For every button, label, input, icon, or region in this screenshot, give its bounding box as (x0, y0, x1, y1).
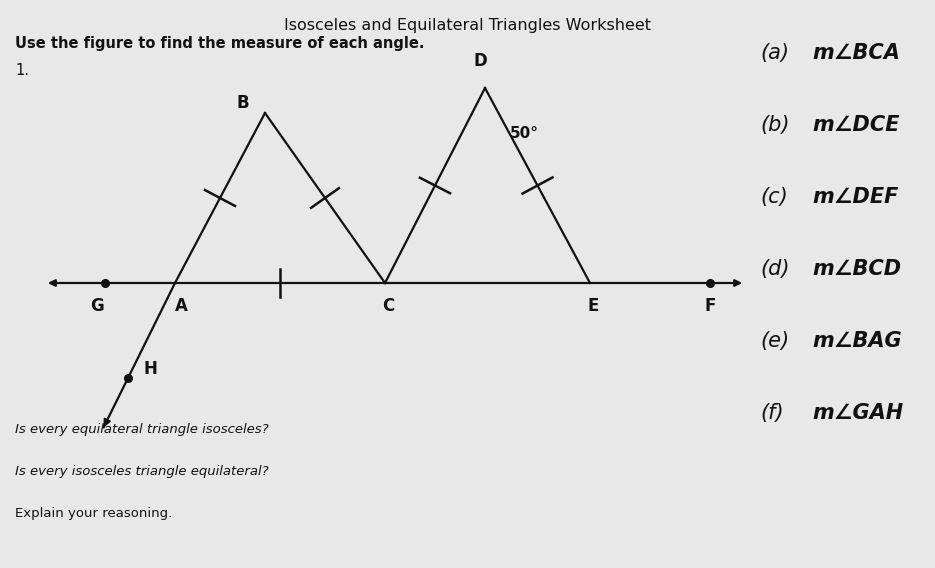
Text: (e): (e) (760, 331, 789, 351)
Text: (b): (b) (760, 115, 789, 135)
Text: A: A (175, 297, 187, 315)
Text: B: B (237, 94, 250, 112)
Text: (a): (a) (760, 43, 789, 63)
Text: (c): (c) (760, 187, 788, 207)
Text: Explain your reasoning.: Explain your reasoning. (15, 507, 172, 520)
Text: m∠BAG: m∠BAG (812, 331, 901, 351)
Text: E: E (587, 297, 598, 315)
Text: F: F (704, 297, 715, 315)
Text: m∠BCD: m∠BCD (812, 259, 901, 279)
Text: m∠DCE: m∠DCE (812, 115, 899, 135)
Text: G: G (90, 297, 104, 315)
Text: H: H (143, 360, 157, 378)
Text: D: D (473, 52, 487, 70)
Text: C: C (381, 297, 395, 315)
Text: Is every equilateral triangle isosceles?: Is every equilateral triangle isosceles? (15, 424, 268, 436)
Text: 50°: 50° (510, 126, 539, 140)
Text: 1.: 1. (15, 63, 29, 78)
Text: m∠DEF: m∠DEF (812, 187, 899, 207)
Text: (f): (f) (760, 403, 784, 423)
Text: m∠BCA: m∠BCA (812, 43, 899, 63)
Text: m∠GAH: m∠GAH (812, 403, 903, 423)
Text: Use the figure to find the measure of each angle.: Use the figure to find the measure of ea… (15, 36, 424, 51)
Text: (d): (d) (760, 259, 789, 279)
Text: Is every isosceles triangle equilateral?: Is every isosceles triangle equilateral? (15, 466, 268, 478)
Text: Isosceles and Equilateral Triangles Worksheet: Isosceles and Equilateral Triangles Work… (284, 18, 652, 33)
